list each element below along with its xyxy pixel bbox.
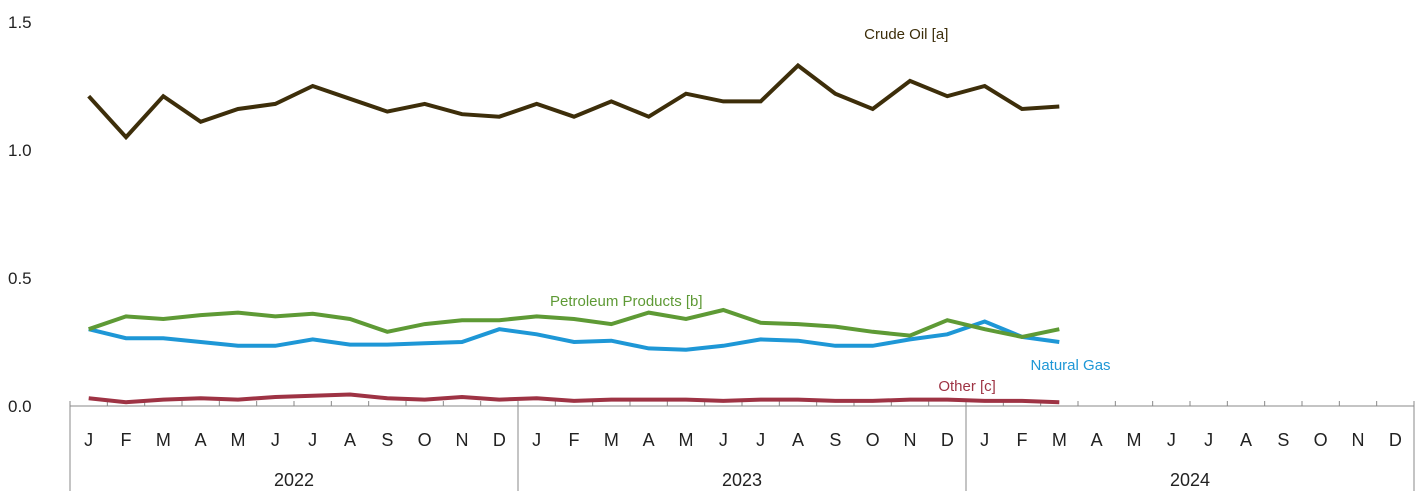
y-axis-labels: 0.0 0.5 1.0 1.5 — [8, 13, 32, 416]
x-tick-label: A — [195, 430, 207, 450]
x-tick-label: A — [643, 430, 655, 450]
series-line-1 — [88, 307, 1060, 339]
series-label-1: Petroleum Products [b] — [550, 293, 703, 310]
y-tick-label: 0.0 — [8, 397, 32, 416]
x-tick-label: N — [456, 430, 469, 450]
x-tick-label: J — [756, 430, 765, 450]
x-tick-label: M — [679, 430, 694, 450]
x-tick-label: J — [719, 430, 728, 450]
x-tick-label: J — [308, 430, 317, 450]
x-tick-label: J — [271, 430, 280, 450]
x-tick-label: O — [1314, 430, 1328, 450]
series-label-2: Natural Gas — [1031, 357, 1111, 374]
series-label-3: Other [c] — [938, 378, 996, 395]
x-tick-label: J — [532, 430, 541, 450]
x-axis-year-labels: 2022 2023 2024 — [274, 470, 1210, 490]
x-tick-label: J — [980, 430, 989, 450]
x-tick-label: M — [1127, 430, 1142, 450]
x-tick-label: F — [1017, 430, 1028, 450]
year-label: 2024 — [1170, 470, 1210, 490]
x-tick-label: D — [493, 430, 506, 450]
x-tick-label: O — [418, 430, 432, 450]
series-labels: Crude Oil [a] Petroleum Products [b] Natur… — [550, 26, 1111, 395]
series-line-0 — [87, 62, 1060, 141]
x-tick-label: N — [1352, 430, 1365, 450]
series-lines — [87, 62, 1060, 405]
x-tick-label: S — [381, 430, 393, 450]
x-tick-label: M — [1052, 430, 1067, 450]
x-tick-label: J — [1204, 430, 1213, 450]
y-tick-label: 1.5 — [8, 13, 32, 32]
x-tick-label: A — [1240, 430, 1252, 450]
x-tick-label: A — [792, 430, 804, 450]
y-tick-label: 1.0 — [8, 141, 32, 160]
x-tick-label: M — [231, 430, 246, 450]
x-tick-label: O — [866, 430, 880, 450]
y-tick-label: 0.5 — [8, 269, 32, 288]
year-label: 2022 — [274, 470, 314, 490]
x-tick-label: M — [156, 430, 171, 450]
x-tick-label: J — [1167, 430, 1176, 450]
x-tick-label: S — [1277, 430, 1289, 450]
x-tick-label: D — [1389, 430, 1402, 450]
series-line-3 — [88, 392, 1060, 405]
x-tick-label: S — [829, 430, 841, 450]
x-tick-label: D — [941, 430, 954, 450]
x-tick-label: F — [569, 430, 580, 450]
x-tick-label: M — [604, 430, 619, 450]
x-tick-label: J — [84, 430, 93, 450]
series-line-2 — [88, 319, 1060, 352]
series-label-0: Crude Oil [a] — [864, 26, 948, 43]
x-tick-label: N — [904, 430, 917, 450]
year-label: 2023 — [722, 470, 762, 490]
x-tick-label: A — [344, 430, 356, 450]
x-tick-label: F — [121, 430, 132, 450]
x-tick-label: A — [1091, 430, 1103, 450]
